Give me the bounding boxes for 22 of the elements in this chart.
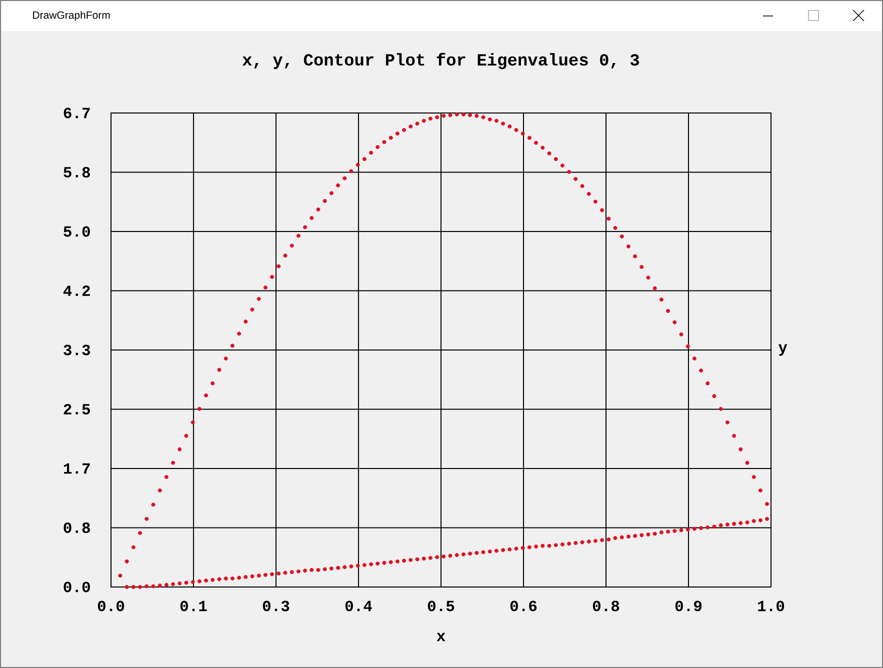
x-tick-label: 0.3 xyxy=(262,600,290,612)
x-tick-label: 0.5 xyxy=(428,600,454,612)
x-axis-title: x xyxy=(436,632,446,642)
y-tick-label: 0.8 xyxy=(64,522,90,533)
x-tick-label: 0.1 xyxy=(180,600,207,612)
x-tick-label: 0.4 xyxy=(345,600,372,612)
y-tick-label: 0.0 xyxy=(64,582,90,592)
x-tick-label: 0.6 xyxy=(510,600,537,612)
y-tick-label: 5.0 xyxy=(64,226,90,237)
y-tick-label: 6.7 xyxy=(64,108,90,118)
y-tick-label: 2.5 xyxy=(64,404,90,414)
y-tick-label: 1.7 xyxy=(64,463,90,474)
y-tick-label: 4.2 xyxy=(63,286,90,296)
text: DrawGraphForm xyxy=(33,11,110,21)
y-tick-label: 3.3 xyxy=(64,344,90,356)
x-tick-label: 0.9 xyxy=(675,600,702,612)
y-axis-title: y xyxy=(778,344,788,356)
chart-title: x, y, Contour Plot for Eigenvalues 0, 3 xyxy=(242,52,639,70)
x-tick-label: 0.0 xyxy=(98,600,124,612)
x-tick-label: 0.8 xyxy=(592,600,620,612)
y-tick-label: 5.8 xyxy=(64,166,90,178)
x-tick-label: 1.0 xyxy=(758,600,784,612)
